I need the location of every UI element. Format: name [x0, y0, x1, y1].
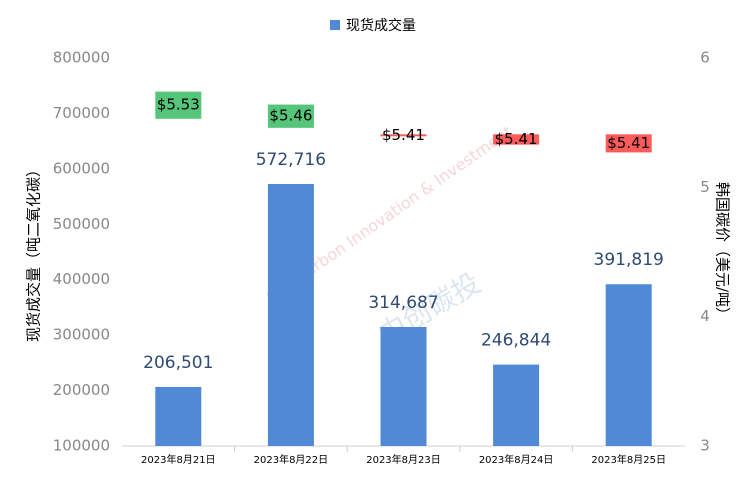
x-tick-label: 2023年8月23日	[366, 453, 441, 466]
y-tick-label: 700000	[53, 104, 110, 122]
bar	[493, 364, 540, 446]
bar	[380, 327, 427, 446]
price-label: $5.53	[157, 96, 200, 114]
candle-body	[493, 134, 540, 145]
y-tick-label: 200000	[53, 381, 110, 399]
y-tick-label: 800000	[53, 49, 110, 67]
price-label: $5.41	[607, 134, 650, 152]
y-tick-label: 600000	[53, 159, 110, 177]
data-label: 572,716	[256, 150, 326, 170]
candle-body	[380, 134, 427, 137]
x-tick-label: 2023年8月21日	[141, 453, 216, 466]
price-label: $5.46	[269, 107, 312, 125]
y-tick-label: 400000	[53, 270, 110, 288]
y2-tick-label: 6	[700, 49, 710, 67]
bar	[155, 386, 202, 446]
y-tick-label: 500000	[53, 215, 110, 233]
data-label: 246,844	[481, 331, 551, 351]
legend-swatch	[330, 20, 340, 30]
price-label: $5.41	[495, 130, 538, 148]
candle-body	[155, 91, 202, 119]
y-tick-label: 300000	[53, 326, 110, 344]
bar	[267, 183, 314, 446]
price-label: $5.41	[382, 126, 425, 144]
bar	[605, 284, 652, 446]
data-label: 206,501	[143, 353, 213, 373]
x-tick-label: 2023年8月24日	[479, 453, 554, 466]
y2-tick-label: 4	[700, 307, 710, 325]
y-tick-label: 100000	[53, 437, 110, 455]
candle-body	[267, 104, 314, 128]
data-label: 314,687	[368, 293, 438, 313]
legend-label: 现货成交量	[346, 17, 416, 34]
candle-body	[605, 134, 652, 153]
x-tick-label: 2023年8月25日	[591, 453, 666, 466]
y-axis-label: 现货成交量（吨二氧化碳）	[25, 162, 43, 342]
x-tick-label: 2023年8月22日	[254, 453, 329, 466]
y2-tick-label: 3	[700, 437, 710, 455]
y2-tick-label: 5	[700, 178, 710, 196]
y2-axis-label: 韩国碳价（美元/吨）	[714, 182, 732, 322]
data-label: 391,819	[594, 250, 664, 270]
